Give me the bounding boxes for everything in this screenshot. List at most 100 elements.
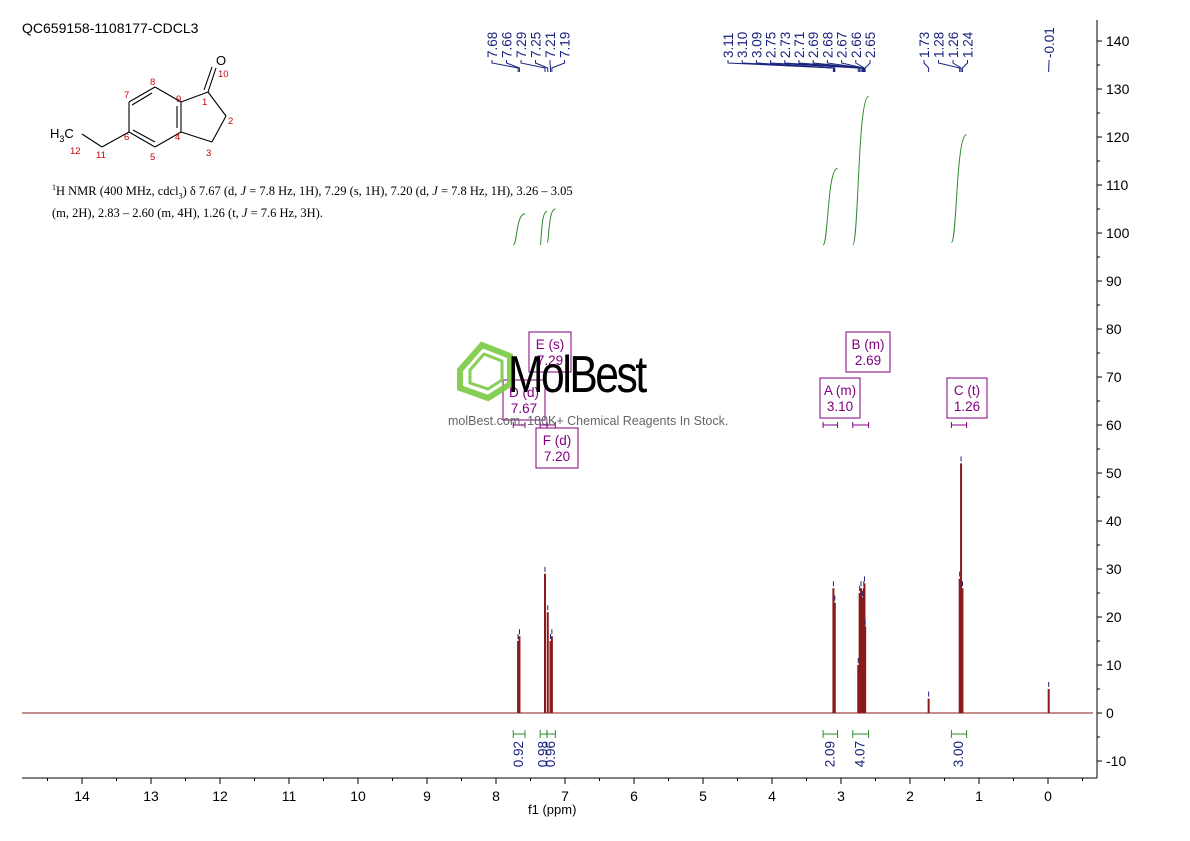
integral-group: 0.92 0.980.96 2.09 4.07 3.00 (511, 95, 968, 767)
y-tick-label: 50 (1106, 465, 1122, 481)
peak-leader-line (520, 60, 546, 72)
multiplet-shift: 1.26 (954, 399, 980, 414)
atom-number: 7 (124, 90, 129, 101)
atom-number: 10 (218, 69, 229, 80)
structure-bonds (81, 66, 227, 148)
integral-curve (852, 95, 870, 246)
peak-leader-line (755, 60, 836, 72)
peak-label: 2.73 (778, 32, 793, 58)
coupling-j: J (241, 205, 248, 220)
integral-label: 2.09 (822, 741, 837, 767)
peak-leader-line (826, 60, 864, 72)
peak-leader-line (952, 60, 962, 72)
peak-label: 2.65 (863, 32, 878, 58)
peak-label: 1.28 (932, 32, 947, 58)
x-tick-label: 13 (143, 788, 159, 804)
multiplet-letter: E (s) (536, 337, 565, 352)
peak-leader-line (961, 60, 968, 72)
methyl-h-label: H (50, 126, 59, 141)
x-tick-label: 12 (212, 788, 228, 804)
y-tick-label: 70 (1106, 369, 1122, 385)
multiplet-shift: 7.20 (544, 449, 570, 464)
x-tick-label: 2 (906, 788, 914, 804)
multiplet-box (845, 331, 891, 373)
molbest-logo-icon (457, 341, 513, 402)
peak-leader-line (812, 60, 863, 72)
peak-leader-line (506, 60, 520, 72)
peak-label: 3.09 (749, 32, 764, 58)
multiplet-box (528, 331, 572, 373)
x-tick-label: 11 (282, 788, 297, 804)
peak-label: 3.10 (735, 32, 750, 58)
atom-number: 5 (150, 152, 155, 163)
atom-number: 9 (176, 94, 181, 105)
x-tick-label: 8 (492, 788, 500, 804)
atom-number: 4 (175, 132, 180, 143)
peak-leader-line (938, 60, 961, 72)
peak-label: 7.29 (514, 32, 529, 58)
x-tick-label: 10 (350, 788, 366, 804)
integral-label: 0.96 (543, 741, 558, 767)
x-tick-label: 7 (561, 788, 569, 804)
nmr-desc-part: (m, 2H), 2.83 – 2.60 (m, 4H), 1.26 (t, (52, 205, 242, 220)
peak-label: -0.01 (1042, 27, 1057, 58)
peak-leader-line (784, 60, 861, 72)
y-tick-label: 0 (1106, 705, 1114, 721)
peak-label: 1.73 (917, 32, 932, 58)
peak-label: 2.67 (835, 32, 850, 58)
peak-label: 7.19 (558, 32, 573, 58)
peak-leader-line (864, 60, 871, 72)
watermark-tagline: molBest.com, 180K+ Chemical Reagents In … (448, 414, 729, 428)
peak-leader-line (770, 60, 859, 72)
methyl-h-count: 3 (59, 134, 64, 144)
x-tick-label: 0 (1044, 788, 1052, 804)
multiplet-box (819, 377, 861, 419)
watermark-brand: MolBest (508, 346, 647, 404)
integral-label: 3.00 (951, 741, 966, 767)
multiplet-box (535, 427, 579, 469)
y-tick-label: 60 (1106, 417, 1122, 433)
svg-text:H3C: H3C (50, 126, 74, 144)
peak-leader-line (923, 60, 930, 72)
nmr-desc-part: = 7.8 Hz, 1H), 7.29 (s, 1H), 7.20 (d, (246, 184, 433, 199)
multiplet-shift: 3.10 (827, 399, 853, 414)
nmr-desc-part: ) δ 7.67 (d, (182, 184, 241, 199)
peak-label: 1.26 (946, 32, 961, 58)
peak-label: 2.69 (806, 32, 821, 58)
integral-label: 0.98 (536, 741, 551, 767)
peak-label: 7.21 (543, 32, 558, 58)
integral-curve (539, 210, 548, 246)
integral-curve (546, 208, 556, 244)
atom-number: 6 (124, 132, 129, 143)
multiplet-letter: A (m) (824, 383, 856, 398)
peak-label: 7.25 (529, 32, 544, 58)
peak-label: 2.71 (792, 32, 807, 58)
nmr-desc-part: H NMR (400 MHz, cdcl (56, 184, 179, 199)
x-tick-label: 4 (768, 788, 776, 804)
x-axis-label: f1 (ppm) (528, 802, 577, 817)
coupling-j: J (240, 184, 247, 199)
y-tick-label: 140 (1106, 33, 1130, 49)
nmr-desc-part: = 7.8 Hz, 1H), 3.26 – 3.05 (437, 184, 573, 199)
peak-label: 2.66 (849, 32, 864, 58)
atom-number: 12 (70, 146, 81, 157)
y-tick-label: 120 (1106, 129, 1130, 145)
peak-label: 1.24 (961, 31, 976, 58)
y-tick-label: 20 (1106, 609, 1122, 625)
y-tick-label: 100 (1106, 225, 1130, 241)
atom-number: 1 (202, 97, 207, 108)
multiplet-shift: 7.29 (537, 353, 563, 368)
integral-label: 0.92 (511, 741, 526, 767)
nucleus-superscript: 1 (52, 183, 56, 192)
nmr-desc-part: = 7.6 Hz, 3H). (247, 205, 323, 220)
sample-id: QC659158-1108177-CDCL3 (22, 20, 199, 36)
peak-label: 3.11 (721, 33, 736, 58)
y-tick-label: 40 (1106, 513, 1122, 529)
x-tick-label: 1 (975, 788, 983, 804)
multiplet-shift: 7.67 (511, 401, 537, 416)
x-tick-label: 14 (74, 788, 90, 804)
nmr-description: 1H NMR (400 MHz, cdcl3) δ 7.67 (d, J = 7… (52, 179, 612, 222)
atom-number: 11 (96, 150, 106, 161)
peak-leader-line (535, 60, 549, 72)
